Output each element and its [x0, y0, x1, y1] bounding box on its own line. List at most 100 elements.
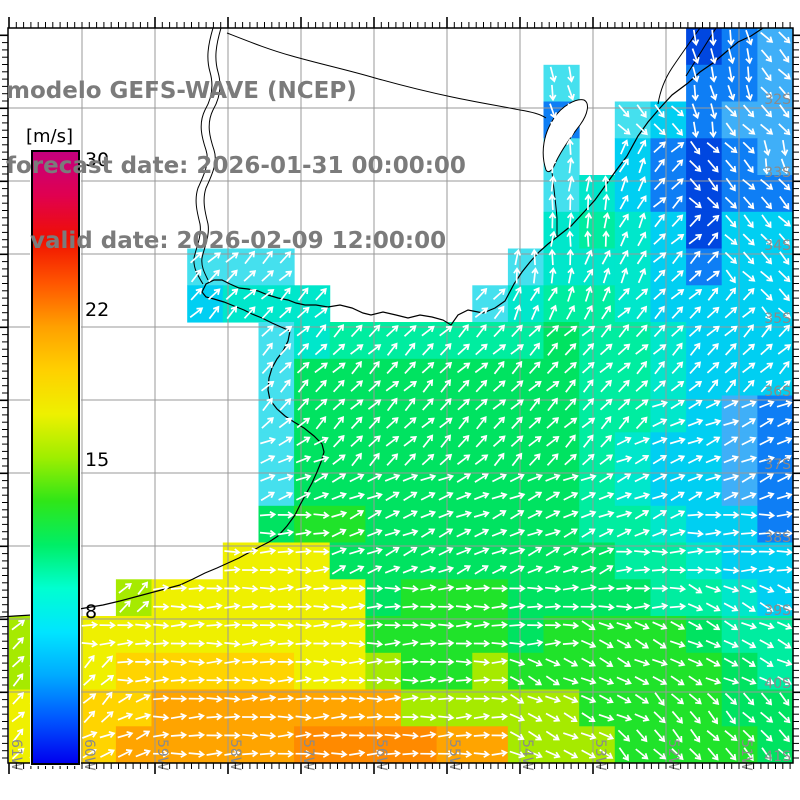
wave-arrow: [566, 193, 575, 211]
wave-arrow: [224, 602, 241, 610]
wave-arrow: [491, 749, 508, 757]
wave-arrow: [566, 121, 575, 138]
wave-arrow: [117, 712, 134, 721]
wave-arrow: [259, 639, 277, 647]
wave-arrow: [438, 621, 455, 630]
wave-arrow: [635, 380, 649, 392]
wave-arrow: [440, 379, 452, 393]
wave-arrow: [457, 343, 470, 356]
wave-arrow: [652, 510, 668, 520]
wave-arrow: [350, 324, 363, 338]
wave-arrow: [634, 713, 650, 722]
wave-arrow: [206, 584, 223, 593]
wave-arrow: [509, 565, 525, 575]
wave-arrow: [439, 398, 452, 411]
wave-arrow: [530, 304, 540, 320]
wave-arrow: [439, 417, 453, 429]
wave-arrow: [779, 251, 790, 265]
wave-arrow: [687, 436, 704, 445]
wave-arrow: [778, 324, 791, 338]
wave-arrow: [545, 712, 561, 722]
wave-arrow: [277, 713, 295, 722]
wave-arrow: [741, 657, 756, 667]
wave-arrow: [688, 270, 702, 282]
wave-arrow: [617, 362, 631, 374]
wave-arrow: [474, 307, 489, 318]
wave-arrow: [531, 267, 539, 284]
wave-arrow: [563, 732, 579, 741]
wave-arrow: [527, 695, 544, 704]
wave-arrow: [778, 270, 791, 283]
wave-arrow: [83, 674, 96, 686]
wave-arrow: [366, 731, 384, 740]
wave-arrow: [635, 416, 648, 430]
wave-arrow: [491, 695, 508, 703]
wave-arrow: [742, 711, 756, 723]
wave-arrow: [117, 639, 134, 647]
wave-arrow: [528, 417, 542, 429]
wave-arrow: [602, 193, 610, 210]
wave-arrow: [638, 212, 647, 229]
wave-arrow: [761, 214, 772, 229]
wave-arrow: [671, 214, 684, 227]
wave-arrow: [581, 325, 596, 337]
wave-arrow: [545, 730, 560, 741]
wave-arrow: [779, 49, 790, 63]
wave-arrow: [509, 676, 525, 686]
wave-arrow: [652, 473, 668, 483]
wave-arrow: [117, 657, 134, 666]
wave-arrow: [527, 546, 543, 557]
wave-arrow: [422, 379, 434, 393]
wave-arrow: [455, 712, 473, 721]
wave-arrow: [670, 658, 686, 667]
wave-arrow: [760, 379, 773, 393]
wave-cell: [329, 579, 366, 617]
wave-arrow: [600, 415, 612, 430]
lat-label: 37S: [764, 457, 791, 473]
wave-arrow: [687, 529, 704, 538]
wave-arrow: [758, 511, 776, 519]
wave-arrow: [652, 492, 668, 500]
wave-arrow: [509, 584, 526, 593]
wave-arrow: [760, 104, 773, 118]
wave-arrow: [278, 325, 293, 337]
wave-arrow: [723, 436, 739, 447]
wave-arrow: [367, 565, 383, 575]
wave-arrow: [671, 178, 684, 190]
wave-arrow: [439, 361, 453, 374]
wave-arrow: [475, 434, 488, 448]
wave-arrow: [777, 215, 791, 227]
wave-arrow: [457, 398, 470, 411]
wave-arrow: [566, 138, 574, 155]
wave-arrow: [598, 584, 615, 592]
wave-arrow: [599, 748, 614, 759]
wave-arrow: [385, 435, 400, 447]
wave-arrow: [743, 214, 754, 229]
wave-arrow: [438, 565, 455, 574]
wave-arrow: [725, 214, 737, 228]
wave-arrow: [670, 455, 686, 464]
wave-arrow: [509, 658, 526, 667]
wave-arrow: [725, 747, 737, 761]
wave-arrow: [332, 362, 346, 374]
wave-arrow: [473, 731, 491, 739]
wave-arrow: [261, 306, 274, 319]
wave-arrow: [475, 343, 488, 356]
wave-arrow: [548, 248, 556, 266]
wave-arrow: [653, 748, 667, 760]
wave-arrow: [670, 141, 685, 153]
wave-arrow: [634, 528, 650, 537]
wave-arrow: [456, 473, 472, 483]
colorbar-tick-15: 15: [85, 449, 110, 471]
wave-arrow: [759, 676, 775, 686]
wave-arrow: [493, 416, 506, 430]
wave-arrow: [491, 547, 508, 555]
wave-arrow: [278, 491, 294, 501]
wave-arrow: [598, 713, 615, 722]
wave-arrow: [527, 473, 543, 482]
wave-cell: [721, 28, 758, 66]
wave-arrow: [367, 399, 382, 410]
wave-arrow: [351, 452, 362, 467]
lat-label: 35S: [764, 311, 791, 327]
wave-arrow: [331, 603, 348, 611]
